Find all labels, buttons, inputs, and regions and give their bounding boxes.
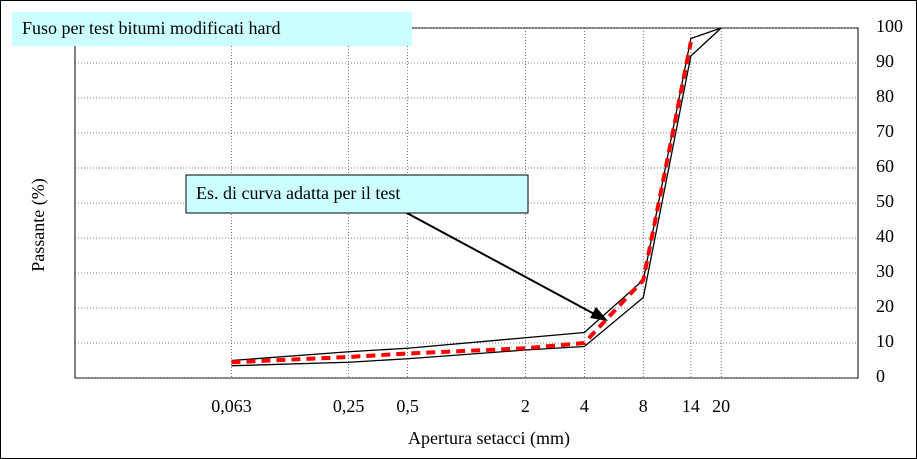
y-tick-label: 70 <box>876 121 894 141</box>
arrow-head <box>590 307 608 321</box>
y-tick-label: 80 <box>876 86 894 106</box>
title-box <box>12 12 412 46</box>
y-tick-label: 60 <box>876 156 894 176</box>
x-tick-label: 4 <box>580 396 589 416</box>
y-tick-label: 20 <box>876 296 894 316</box>
x-tick-label: 0,5 <box>396 396 419 416</box>
series-line <box>231 27 722 362</box>
x-tick-label: 2 <box>521 396 530 416</box>
y-tick-label: 90 <box>876 51 894 71</box>
x-axis-label: Apertura setacci (mm) <box>408 428 570 449</box>
annotation-box <box>185 174 529 214</box>
chart-title: Fuso per test bitumi modificati hard <box>22 18 280 38</box>
series-line <box>231 41 693 365</box>
x-tick-label: 14 <box>682 396 700 416</box>
y-tick-label: 100 <box>876 16 903 36</box>
y-tick-label: 30 <box>876 261 894 281</box>
y-axis-label: Passante (%) <box>28 178 49 271</box>
x-tick-label: 8 <box>639 396 648 416</box>
x-tick-label: 0,063 <box>211 396 252 416</box>
y-tick-label: 40 <box>876 226 894 246</box>
annotation-arrow <box>404 211 599 317</box>
y-tick-label: 10 <box>876 331 894 351</box>
series-line <box>231 27 722 367</box>
y-tick-label: 0 <box>876 366 885 386</box>
y-tick-label: 50 <box>876 191 894 211</box>
x-tick-label: 0,25 <box>333 396 365 416</box>
x-tick-label: 20 <box>712 396 730 416</box>
annotation: Es. di curva adatta per il test <box>196 183 400 203</box>
